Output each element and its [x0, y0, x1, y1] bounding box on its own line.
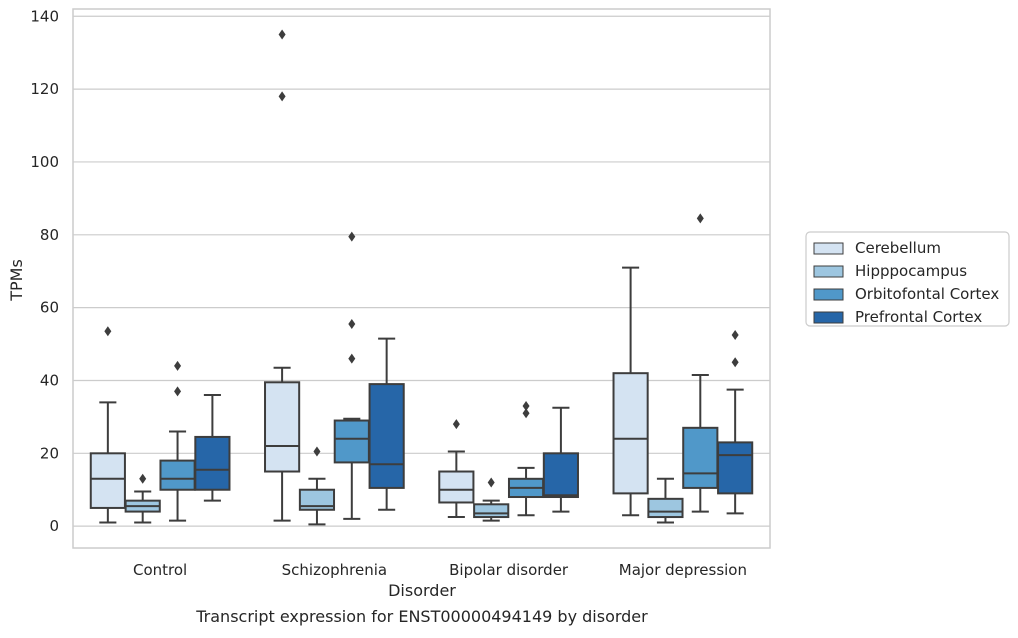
box-body: [717, 441, 754, 495]
box-element: [159, 360, 196, 522]
box-element: [507, 400, 545, 517]
box-body: [333, 419, 370, 464]
outlier-point: [313, 446, 321, 457]
series-hipppocampus: [124, 446, 684, 526]
outlier-point: [348, 319, 356, 330]
legend-item: Hipppocampus: [813, 262, 967, 280]
box-body: [438, 470, 475, 504]
y-tick-label: 100: [30, 153, 59, 171]
box-element: [298, 446, 336, 526]
box-element: [89, 326, 126, 524]
box-element: [612, 266, 649, 517]
box-body: [647, 497, 684, 519]
legend-swatch: [813, 265, 844, 278]
outlier-point: [348, 353, 356, 364]
x-tick-label: Control: [133, 561, 187, 579]
legend-label: Cerebellum: [855, 239, 941, 257]
box-body: [612, 372, 649, 495]
box-body: [89, 452, 126, 509]
outlier-point: [696, 213, 704, 224]
outlier-point: [104, 326, 112, 337]
y-tick-label: 60: [40, 299, 59, 317]
y-tick-labels: 0 20 40 60 80 100 120 140: [30, 7, 59, 535]
outlier-point: [174, 360, 182, 371]
y-tick-label: 140: [30, 7, 59, 25]
outlier-point: [174, 386, 182, 397]
box-body: [542, 452, 579, 499]
box-series: [89, 29, 754, 526]
box-body: [159, 459, 196, 491]
series-prefrontal-cortex: [194, 329, 754, 515]
y-tick-label: 0: [49, 517, 59, 535]
box-element: [682, 213, 719, 513]
x-axis-label: Disorder: [388, 581, 456, 600]
legend-label: Hipppocampus: [855, 262, 967, 280]
x-tick-label: Schizophrenia: [282, 561, 387, 579]
series-orbitofontal-cortex: [159, 213, 719, 522]
outlier-point: [278, 29, 286, 40]
box-body: [473, 503, 510, 519]
series-cerebellum: [89, 29, 649, 524]
x-tick-label: Major depression: [619, 561, 747, 579]
box-body: [298, 488, 336, 511]
legend-item: Orbitofontal Cortex: [813, 285, 999, 303]
legend-label: Orbitofontal Cortex: [855, 285, 999, 303]
box-body: [368, 383, 405, 489]
legend-item: Cerebellum: [813, 239, 941, 257]
outlier-point: [522, 400, 530, 411]
box-element: [473, 477, 510, 522]
y-tick-label: 20: [40, 444, 59, 462]
outlier-point: [278, 91, 286, 102]
box-element: [264, 29, 301, 522]
outlier-point: [731, 357, 739, 368]
legend-item: Prefrontal Cortex: [813, 308, 982, 326]
box-element: [438, 419, 475, 519]
y-tick-label: 80: [40, 226, 59, 244]
outlier-point: [452, 419, 460, 430]
legend-swatch: [813, 288, 844, 301]
outlier-point: [487, 477, 495, 488]
legend-box: [805, 231, 1010, 327]
legend-label: Prefrontal Cortex: [855, 308, 982, 326]
x-tick-labels: Control Schizophrenia Bipolar disorder Majo…: [133, 561, 747, 579]
y-tick-label: 40: [40, 371, 59, 389]
box-element: [194, 394, 231, 502]
box-body: [264, 381, 301, 473]
box-element: [717, 329, 754, 515]
legend-swatch: [813, 242, 844, 255]
box-element: [333, 231, 370, 520]
box-element: [647, 477, 684, 524]
chart-caption: Transcript expression for ENST0000049414…: [195, 607, 648, 626]
grid-lines: [73, 15, 770, 527]
legend: Cerebellum Hipppocampus Orbitofontal Corte…: [805, 231, 1010, 327]
y-axis-label: TPMs: [7, 259, 26, 302]
plot-frame: [72, 8, 771, 549]
legend-swatch: [813, 311, 844, 324]
box-body: [194, 435, 231, 491]
x-tick-label: Bipolar disorder: [449, 561, 569, 579]
box-element: [542, 406, 579, 513]
box-element: [368, 337, 405, 511]
outlier-point: [522, 408, 530, 419]
outlier-point: [731, 329, 739, 340]
outlier-point: [139, 473, 147, 484]
plot-border: [72, 8, 771, 549]
y-tick-label: 120: [30, 80, 59, 98]
outlier-point: [348, 231, 356, 242]
box-body: [682, 426, 719, 489]
box-element: [124, 473, 161, 524]
